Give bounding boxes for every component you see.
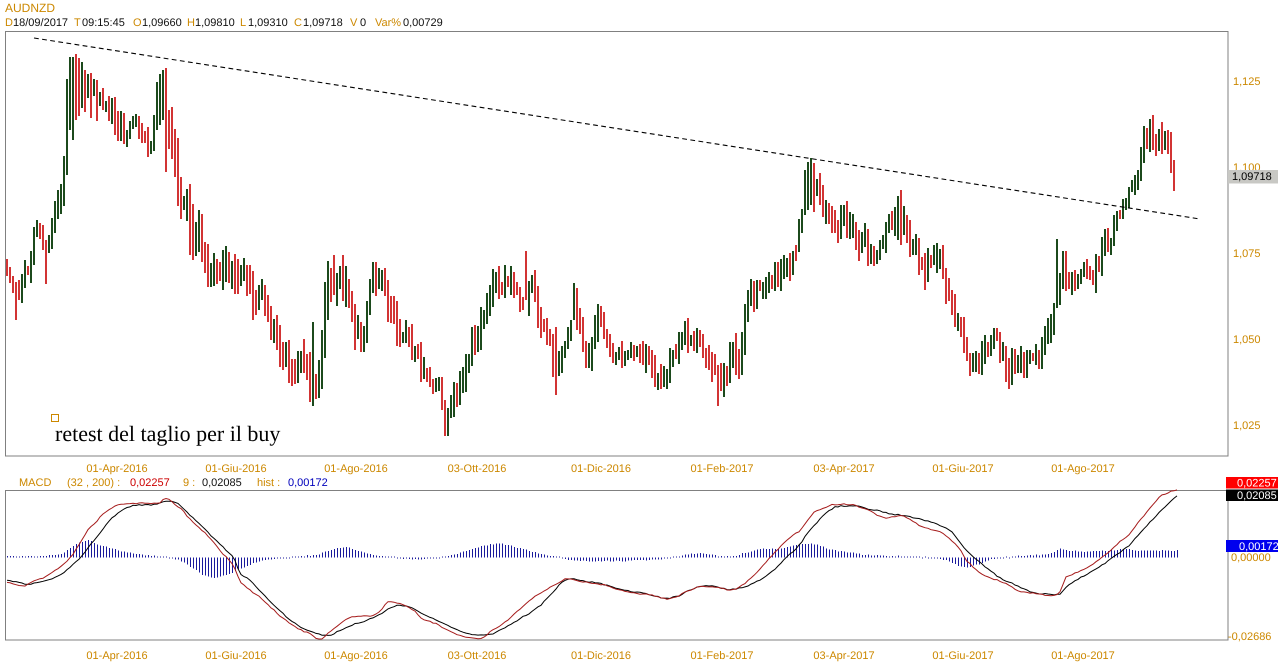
svg-text:01-Dic-2016: 01-Dic-2016 <box>571 463 631 475</box>
svg-text:1,050: 1,050 <box>1233 334 1261 346</box>
svg-text:0,00172: 0,00172 <box>288 477 328 489</box>
svg-text:(32 , 200) :: (32 , 200) : <box>67 477 120 489</box>
svg-text:1,09310: 1,09310 <box>248 17 288 29</box>
svg-text:L: L <box>240 17 246 29</box>
svg-text:1,09718: 1,09718 <box>303 17 343 29</box>
svg-text:C: C <box>294 17 302 29</box>
svg-text:9 :: 9 : <box>183 477 195 489</box>
svg-text:01-Giu-2016: 01-Giu-2016 <box>205 463 266 475</box>
svg-text:Var%: Var% <box>375 17 401 29</box>
svg-text:01-Ago-2017: 01-Ago-2017 <box>1051 650 1115 662</box>
svg-text:H: H <box>187 17 195 29</box>
svg-text:01-Apr-2016: 01-Apr-2016 <box>86 650 147 662</box>
svg-text:0,00172: 0,00172 <box>1239 541 1278 553</box>
svg-text:09:15:45: 09:15:45 <box>82 17 125 29</box>
svg-text:retest del taglio per il buy: retest del taglio per il buy <box>55 421 280 446</box>
svg-text:01-Giu-2016: 01-Giu-2016 <box>205 650 266 662</box>
svg-text:1,09810: 1,09810 <box>195 17 235 29</box>
svg-text:0,02257: 0,02257 <box>1237 478 1277 490</box>
svg-text:1,075: 1,075 <box>1233 248 1261 260</box>
svg-text:0,00000: 0,00000 <box>1231 552 1271 564</box>
svg-text:1,125: 1,125 <box>1233 76 1261 88</box>
svg-text:01-Ago-2017: 01-Ago-2017 <box>1051 463 1115 475</box>
svg-text:1,09718: 1,09718 <box>1232 171 1272 183</box>
svg-text:hist :: hist : <box>257 477 280 489</box>
svg-text:D: D <box>5 17 13 29</box>
svg-text:MACD: MACD <box>19 477 51 489</box>
svg-text:V: V <box>350 17 358 29</box>
svg-text:01-Feb-2017: 01-Feb-2017 <box>691 463 754 475</box>
svg-text:01-Apr-2016: 01-Apr-2016 <box>86 463 147 475</box>
svg-text:0,02085: 0,02085 <box>202 477 242 489</box>
svg-text:01-Feb-2017: 01-Feb-2017 <box>691 650 754 662</box>
svg-text:0: 0 <box>360 17 366 29</box>
svg-text:03-Ott-2016: 03-Ott-2016 <box>448 650 507 662</box>
svg-text:-0,02686: -0,02686 <box>1228 631 1271 643</box>
svg-text:01-Giu-2017: 01-Giu-2017 <box>932 650 993 662</box>
svg-text:01-Ago-2016: 01-Ago-2016 <box>324 463 388 475</box>
svg-text:03-Apr-2017: 03-Apr-2017 <box>813 650 874 662</box>
svg-text:01-Ago-2016: 01-Ago-2016 <box>324 650 388 662</box>
svg-text:AUDNZD: AUDNZD <box>5 1 55 15</box>
svg-text:1,025: 1,025 <box>1233 420 1261 432</box>
svg-text:O: O <box>133 17 142 29</box>
svg-text:01-Giu-2017: 01-Giu-2017 <box>932 463 993 475</box>
svg-text:0,02085: 0,02085 <box>1237 490 1277 502</box>
svg-text:1,09660: 1,09660 <box>142 17 182 29</box>
svg-text:0,02257: 0,02257 <box>130 477 170 489</box>
svg-text:03-Ott-2016: 03-Ott-2016 <box>448 463 507 475</box>
svg-text:0,00729: 0,00729 <box>403 17 443 29</box>
svg-text:03-Apr-2017: 03-Apr-2017 <box>813 463 874 475</box>
svg-text:01-Dic-2016: 01-Dic-2016 <box>571 650 631 662</box>
svg-text:T: T <box>74 17 81 29</box>
svg-text:18/09/2017: 18/09/2017 <box>13 17 68 29</box>
